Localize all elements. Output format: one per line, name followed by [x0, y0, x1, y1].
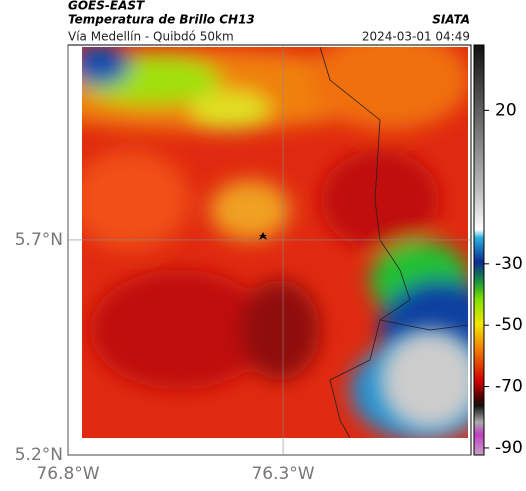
colorbar-tick-label: -50: [495, 315, 523, 335]
route: Vía Medellín - Quibdó 50km: [68, 30, 234, 44]
source: SIATA: [432, 13, 470, 27]
x-tick-label: 76.3°W: [251, 464, 314, 484]
y-tick-label: 5.2°N: [15, 445, 63, 465]
location-star: [259, 232, 267, 240]
timestamp: 2024-03-01 04:49: [362, 30, 470, 44]
colorbar-tick-label: -70: [495, 377, 523, 397]
colorbar-tick-label: 20: [495, 100, 517, 120]
x-tick-label: 76.8°W: [36, 464, 99, 484]
y-tick-label: 5.7°N: [15, 230, 63, 250]
colorbar: [473, 44, 485, 456]
colorbar-tick-label: -30: [495, 254, 523, 274]
colorbar-tick-label: -90: [495, 438, 523, 458]
title: GOES-EAST: [68, 0, 145, 13]
satellite-image: [82, 47, 468, 438]
subtitle: Temperatura de Brillo CH13: [68, 13, 255, 27]
